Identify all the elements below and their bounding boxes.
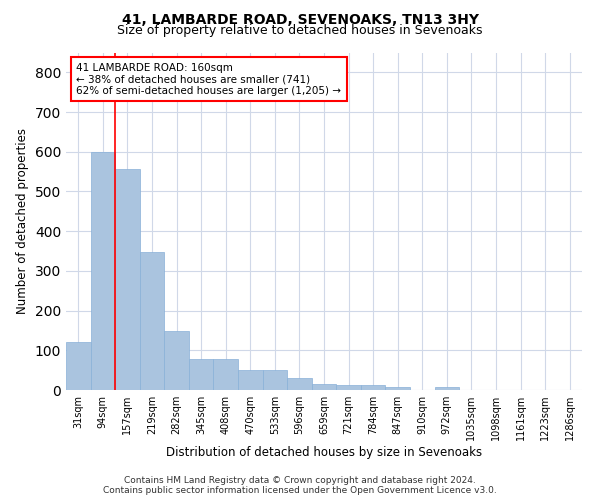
Text: Size of property relative to detached houses in Sevenoaks: Size of property relative to detached ho…	[117, 24, 483, 37]
Bar	[385, 387, 410, 390]
Bar	[263, 370, 287, 390]
X-axis label: Distribution of detached houses by size in Sevenoaks: Distribution of detached houses by size …	[166, 446, 482, 459]
Bar	[312, 384, 336, 390]
Bar	[361, 385, 385, 390]
Bar	[287, 378, 312, 390]
Bar	[238, 370, 263, 390]
Bar	[115, 169, 140, 390]
Bar	[91, 152, 115, 390]
Bar	[164, 331, 189, 390]
Text: Contains HM Land Registry data © Crown copyright and database right 2024.
Contai: Contains HM Land Registry data © Crown c…	[103, 476, 497, 495]
Bar	[140, 252, 164, 390]
Bar	[434, 387, 459, 390]
Bar	[214, 359, 238, 390]
Y-axis label: Number of detached properties: Number of detached properties	[16, 128, 29, 314]
Text: 41 LAMBARDE ROAD: 160sqm
← 38% of detached houses are smaller (741)
62% of semi-: 41 LAMBARDE ROAD: 160sqm ← 38% of detach…	[76, 62, 341, 96]
Bar	[189, 359, 214, 390]
Bar	[66, 342, 91, 390]
Bar	[336, 385, 361, 390]
Text: 41, LAMBARDE ROAD, SEVENOAKS, TN13 3HY: 41, LAMBARDE ROAD, SEVENOAKS, TN13 3HY	[121, 12, 479, 26]
